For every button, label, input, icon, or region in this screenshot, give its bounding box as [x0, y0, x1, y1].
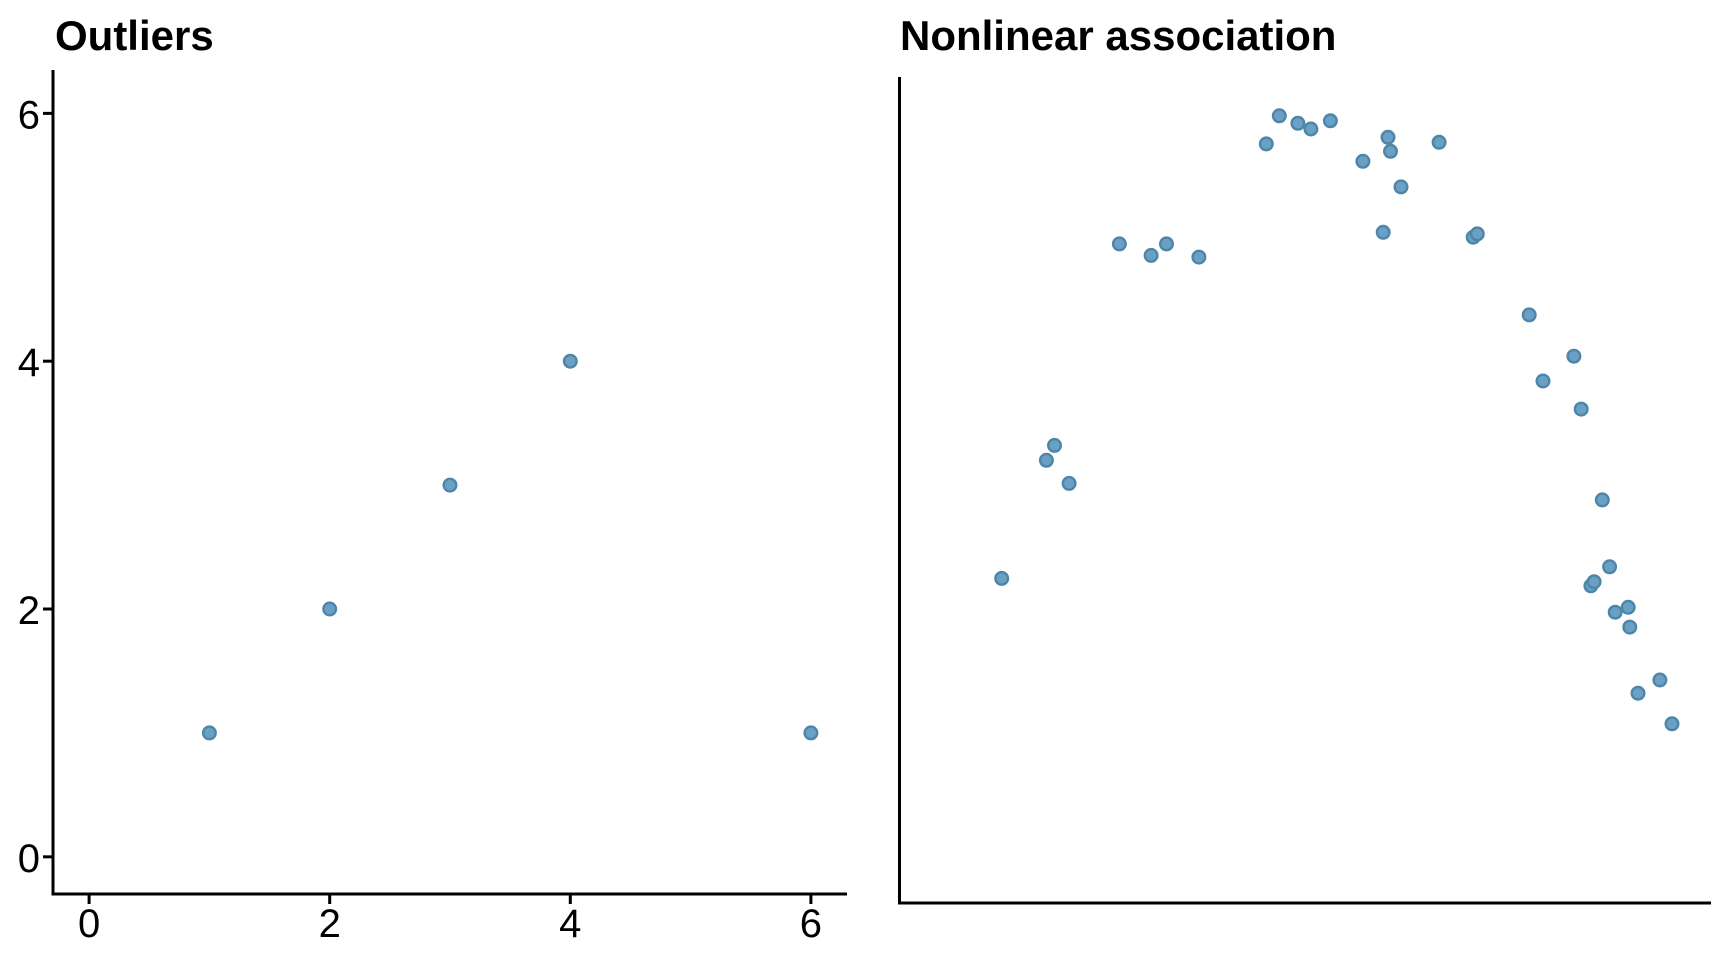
y-tick-label: 2: [18, 589, 40, 633]
data-point: [1469, 226, 1485, 242]
data-point: [1535, 373, 1551, 389]
data-point: [1038, 452, 1054, 468]
data-point: [1375, 224, 1391, 240]
data-point: [1355, 153, 1371, 169]
data-point: [1046, 437, 1062, 453]
data-point: [201, 725, 217, 741]
data-point: [1431, 134, 1447, 150]
data-point: [1393, 179, 1409, 195]
data-point: [1602, 559, 1618, 575]
x-tick-label: 4: [559, 902, 581, 946]
outliers-chart: 0 2 4 6 0 2 4 6: [18, 70, 847, 946]
axes-line: [51, 70, 847, 896]
data-point: [1573, 401, 1589, 417]
axes-line: [898, 77, 1711, 905]
data-point: [1271, 108, 1287, 124]
data-point: [1607, 604, 1623, 620]
y-tick-label: 4: [18, 341, 40, 385]
data-point: [1111, 236, 1127, 252]
data-point: [1322, 113, 1338, 129]
data-point: [1652, 672, 1668, 688]
nonlinear-association-chart: [898, 77, 1711, 905]
data-point: [1566, 348, 1582, 364]
data-point: [1191, 249, 1207, 265]
data-point: [322, 601, 338, 617]
data-point: [1290, 115, 1306, 131]
y-tick-label: 0: [18, 837, 40, 881]
nonlinear-chart-title: Nonlinear association: [900, 12, 1336, 59]
data-point: [1143, 247, 1159, 263]
data-point: [1664, 716, 1680, 732]
data-point: [1586, 574, 1602, 590]
y-tick-label: 6: [18, 93, 40, 137]
data-point: [1303, 121, 1319, 137]
data-point: [1620, 599, 1636, 615]
data-point: [1258, 136, 1274, 152]
x-tick-label: 0: [78, 902, 100, 946]
data-point: [1382, 143, 1398, 159]
outliers-chart-title: Outliers: [55, 12, 214, 59]
x-tick-label: 6: [800, 902, 822, 946]
data-point: [1594, 492, 1610, 508]
data-point: [1521, 307, 1537, 323]
data-point: [803, 725, 819, 741]
data-point: [562, 353, 578, 369]
data-point: [1622, 619, 1638, 635]
data-point: [1061, 475, 1077, 491]
data-point: [442, 477, 458, 493]
data-point: [1158, 236, 1174, 252]
data-point: [1630, 685, 1646, 701]
data-point: [1380, 129, 1396, 145]
data-point: [994, 570, 1010, 586]
x-tick-label: 2: [319, 902, 341, 946]
